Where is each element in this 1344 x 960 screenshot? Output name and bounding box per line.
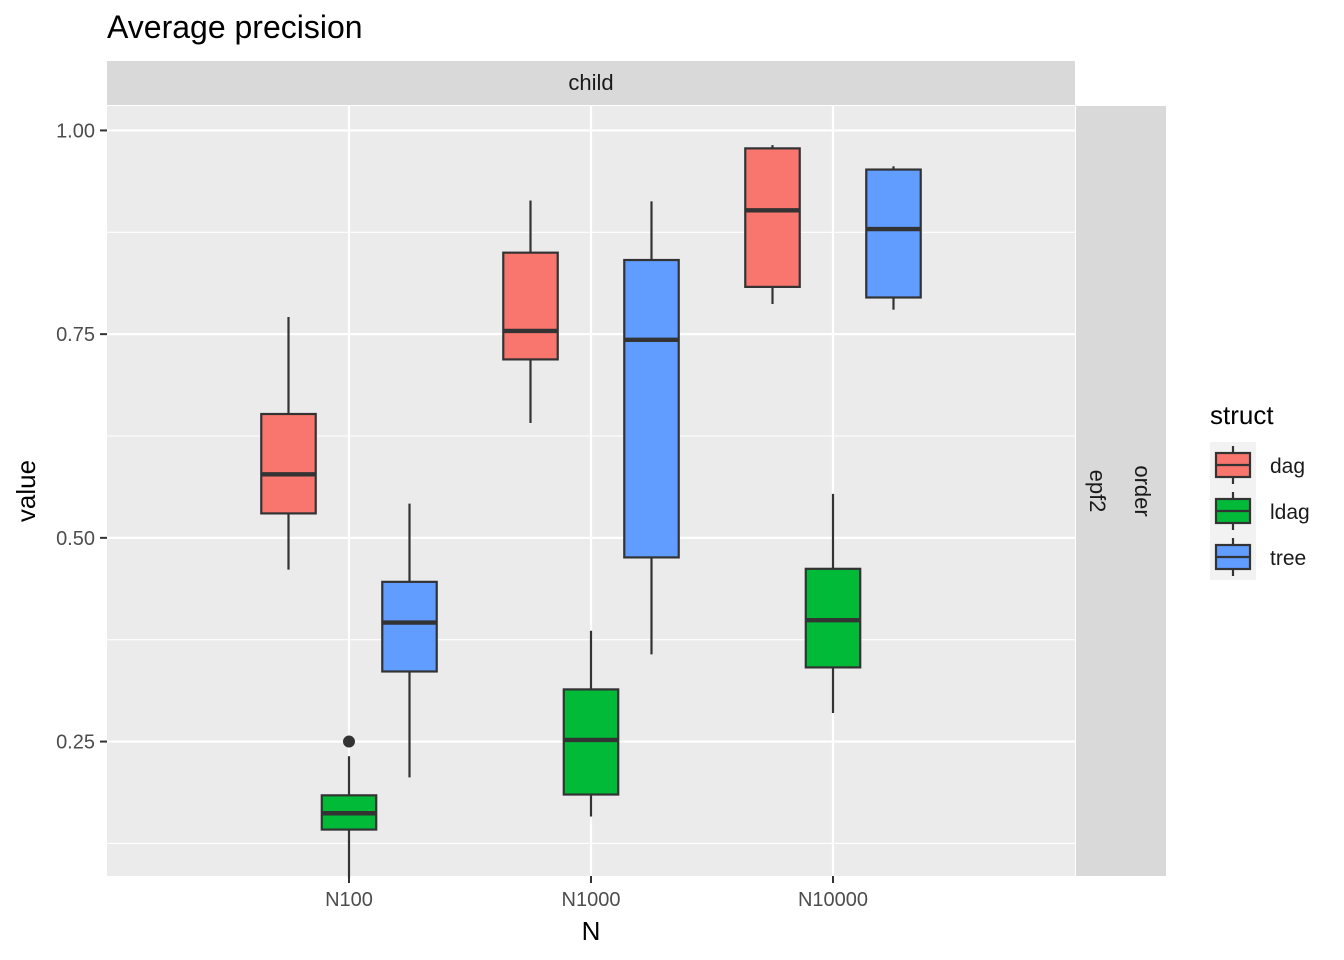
box-tree-N10000	[865, 166, 922, 310]
legend: struct dag ldag tree	[1210, 400, 1310, 580]
y-axis-title: value	[11, 460, 41, 522]
x-axis-title: N	[582, 916, 601, 946]
box-dag-N10000	[744, 145, 801, 304]
legend-label: dag	[1270, 455, 1305, 478]
box-ldag-N10000	[804, 493, 862, 714]
legend-item-dag: dag	[1210, 442, 1305, 488]
box-ldag-N1000	[562, 630, 620, 817]
axes: 0.25 0.50 0.75 1.00 N100 N1000 N10000	[56, 120, 868, 911]
facet-strip-top-label: child	[568, 70, 613, 95]
box-iqr	[623, 258, 680, 559]
box-dag-N1000	[502, 200, 559, 423]
boxplot-layer	[260, 145, 922, 878]
chart-title: Average precision	[107, 9, 363, 45]
legend-title: struct	[1210, 400, 1274, 430]
legend-label: tree	[1270, 547, 1306, 570]
y-tick-label: 0.75	[56, 324, 95, 346]
outlier-point	[343, 735, 355, 748]
facet-strip-right	[1076, 106, 1166, 876]
x-tick-label: N1000	[562, 889, 621, 911]
box-iqr	[381, 580, 438, 673]
y-tick-label: 1.00	[56, 120, 95, 142]
facet-strip-right-label-2: order	[1130, 465, 1155, 516]
box-tree-N1000	[623, 201, 680, 655]
box-tree-N100	[381, 503, 438, 778]
x-tick-label: N100	[325, 889, 373, 911]
x-tick-label: N10000	[798, 889, 868, 911]
legend-label: ldag	[1270, 501, 1310, 524]
legend-item-tree: tree	[1210, 534, 1306, 580]
box-ldag-N100	[320, 735, 378, 878]
facet-strip-right-label-1: epf2	[1085, 470, 1110, 513]
legend-item-ldag: ldag	[1210, 488, 1310, 534]
facet-strip-top	[107, 61, 1075, 105]
box-iqr	[260, 412, 317, 515]
box-iqr	[502, 251, 559, 361]
y-tick-label: 0.50	[56, 528, 95, 550]
box-dag-N100	[260, 317, 317, 570]
box-iqr	[865, 168, 922, 299]
y-tick-label: 0.25	[56, 732, 95, 754]
box-iqr	[744, 147, 801, 288]
